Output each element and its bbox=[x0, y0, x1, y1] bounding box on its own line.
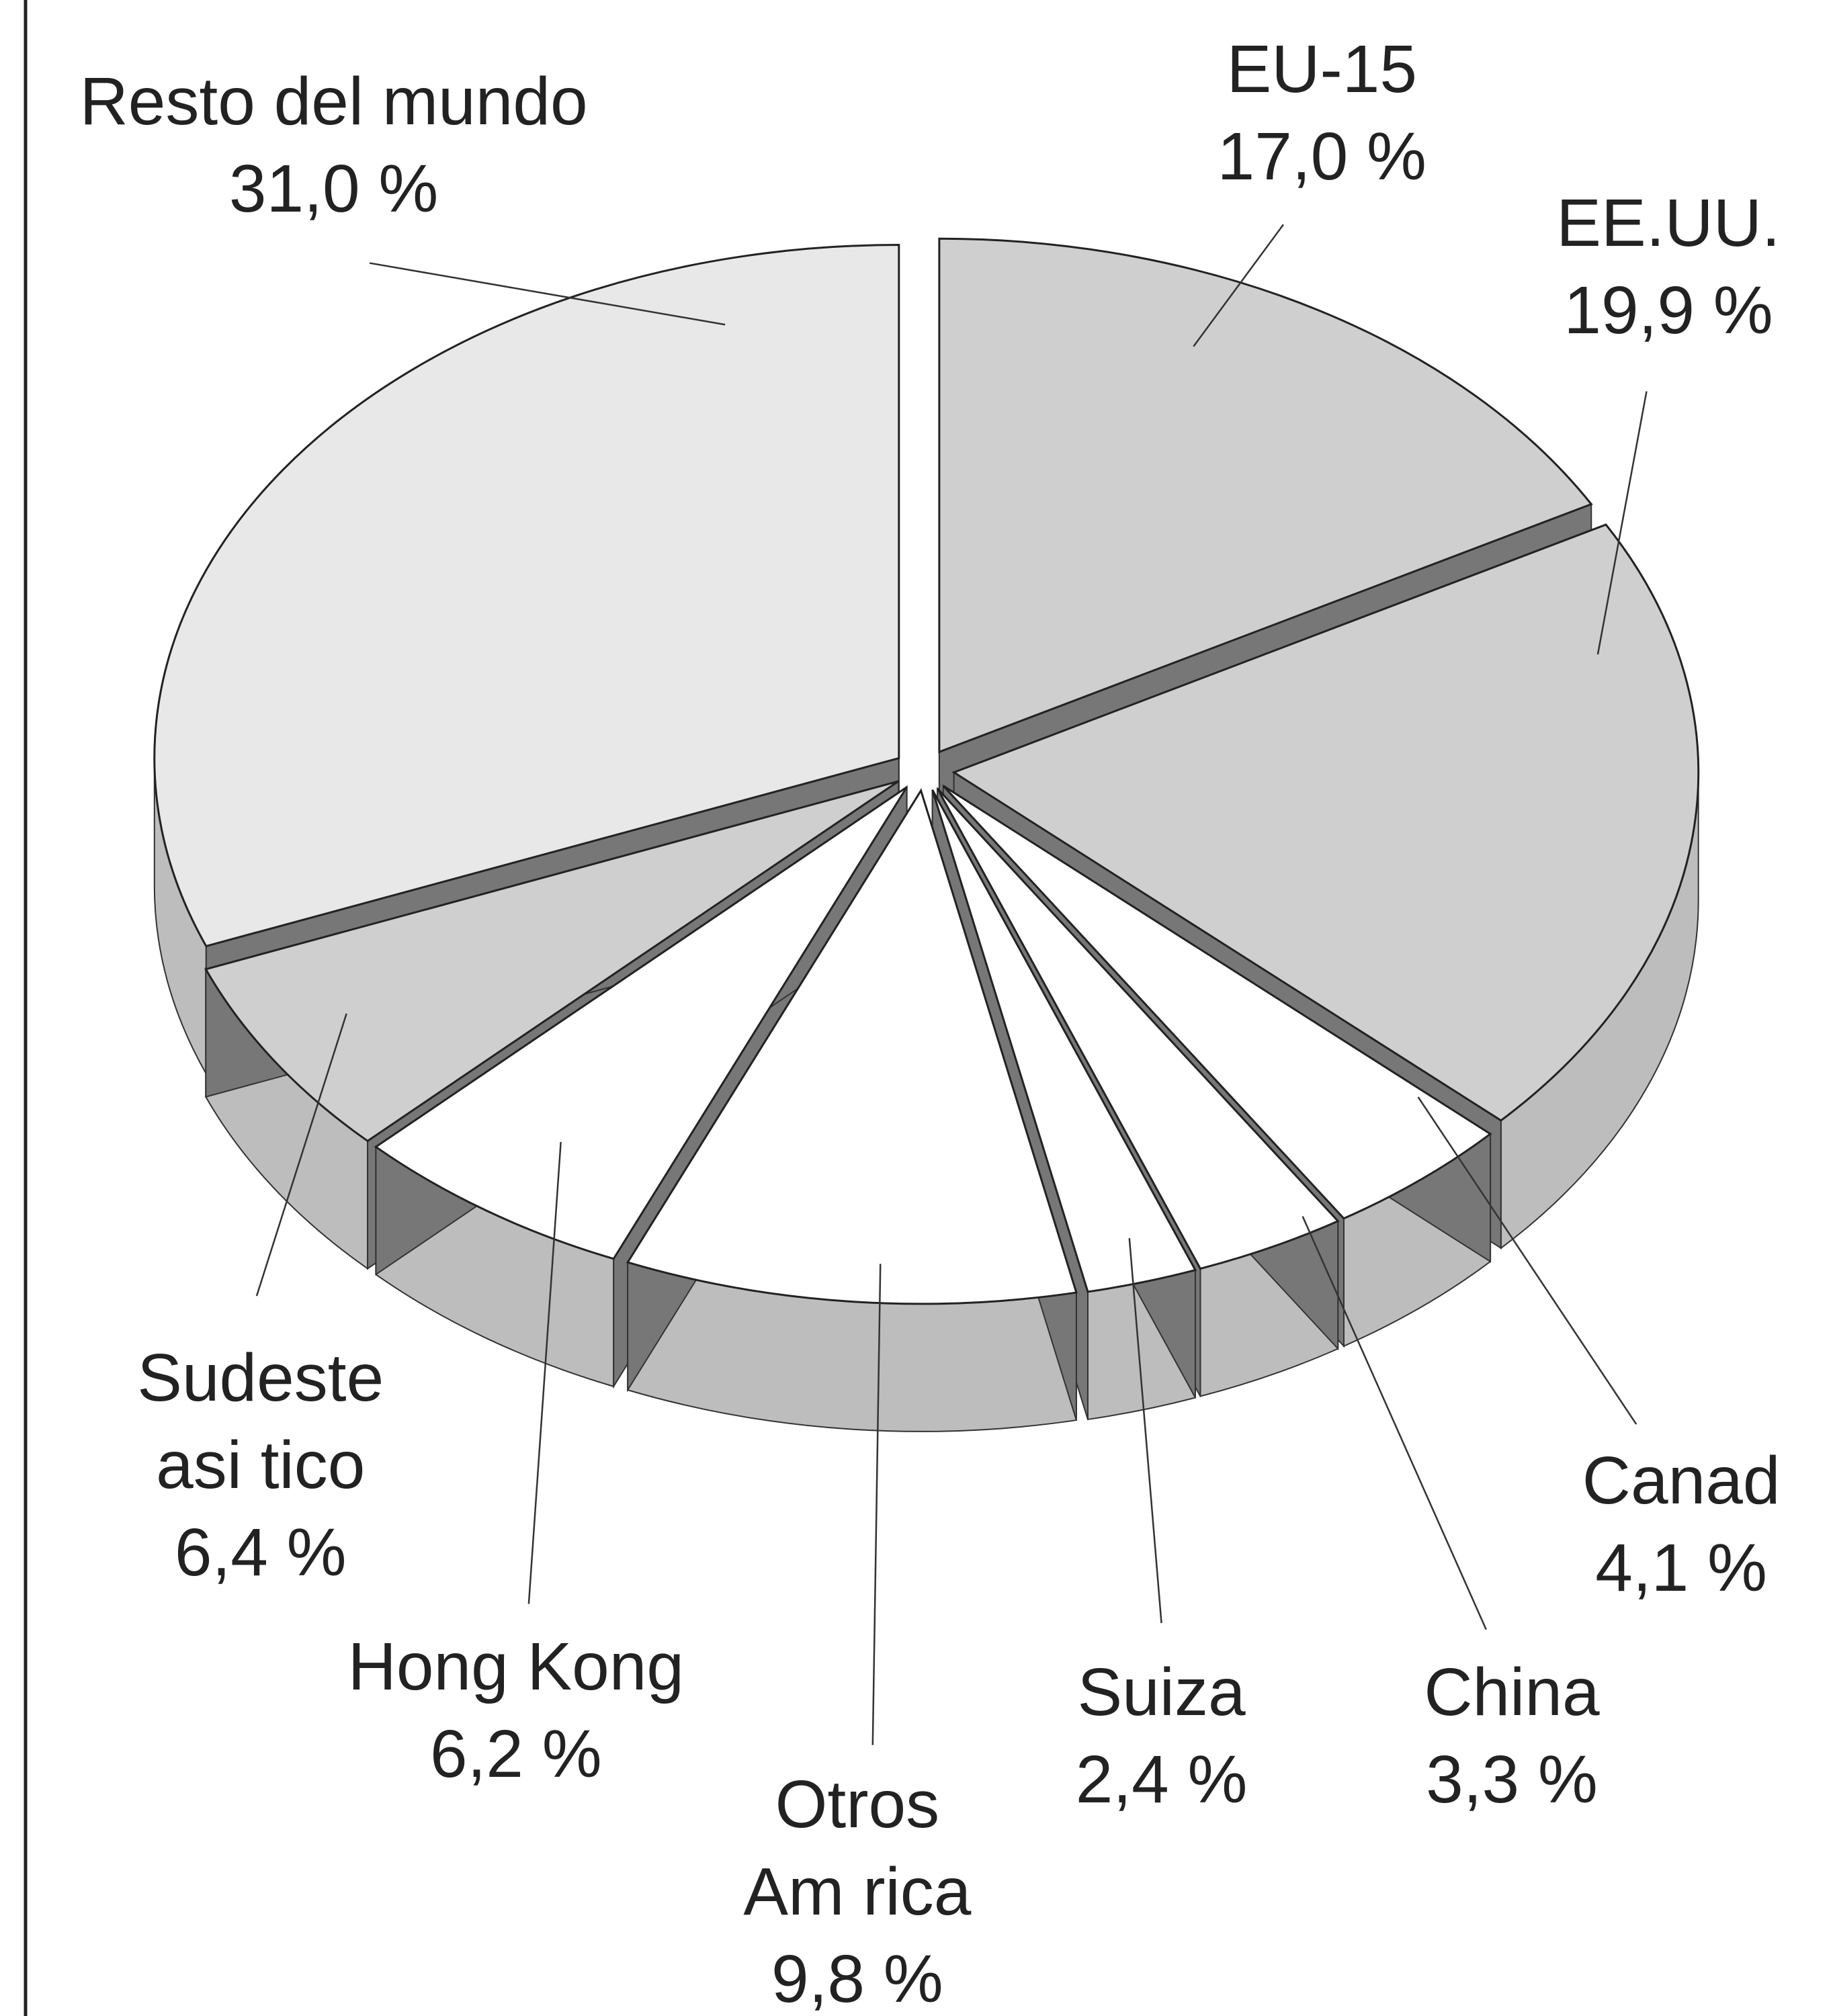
category-label: EU-15 bbox=[1226, 32, 1418, 107]
slice-label: Hong Kong 6,2 % bbox=[348, 1623, 684, 1798]
leader-line bbox=[369, 262, 726, 326]
slice-label: Canad 4,1 % bbox=[1582, 1437, 1781, 1612]
value-label: 2,4 % bbox=[1075, 1742, 1248, 1818]
slice bbox=[936, 787, 1340, 1270]
slice bbox=[942, 785, 1492, 1220]
slice bbox=[204, 780, 900, 1143]
value-label: 9,8 % bbox=[771, 1941, 943, 2016]
category-label: Sudeste asi tico bbox=[137, 1340, 384, 1503]
category-label: EE.UU. bbox=[1556, 185, 1781, 261]
slice-label: Otros Am rica 9,8 % bbox=[743, 1761, 971, 2016]
leader-line bbox=[871, 1264, 882, 1745]
value-label: 4,1 % bbox=[1595, 1530, 1767, 1606]
leader-line bbox=[1128, 1238, 1162, 1624]
slice bbox=[374, 786, 908, 1260]
slice-label: EE.UU. 19,9 % bbox=[1556, 179, 1780, 354]
leader-line bbox=[527, 1141, 562, 1604]
slice bbox=[951, 523, 1700, 1122]
category-label: Canad bbox=[1582, 1443, 1781, 1519]
slice bbox=[153, 244, 900, 948]
value-label: 31,0 % bbox=[228, 150, 439, 226]
category-label: China bbox=[1424, 1655, 1600, 1730]
leader-line bbox=[1302, 1216, 1487, 1630]
value-label: 6,4 % bbox=[174, 1515, 347, 1591]
leader-line bbox=[1193, 224, 1285, 347]
category-label: Suiza bbox=[1077, 1655, 1246, 1730]
slice bbox=[938, 237, 1593, 754]
slice-label: Sudeste asi tico 6,4 % bbox=[137, 1334, 384, 1596]
slice-label: EU-15 17,0 % bbox=[1218, 26, 1426, 200]
slice-label: Resto del mundo 31,0 % bbox=[80, 58, 588, 232]
category-label: Hong Kong bbox=[347, 1629, 685, 1705]
pie-tops bbox=[153, 237, 1700, 1305]
slice-label: China 3,3 % bbox=[1424, 1649, 1599, 1823]
leader-line bbox=[1417, 1096, 1637, 1425]
slice-label: Suiza 2,4 % bbox=[1076, 1649, 1248, 1823]
value-label: 19,9 % bbox=[1564, 273, 1773, 349]
leader-line bbox=[1596, 391, 1648, 655]
slice bbox=[931, 789, 1197, 1293]
slice bbox=[626, 788, 1078, 1305]
value-label: 6,2 % bbox=[429, 1716, 602, 1792]
category-label: Otros Am rica bbox=[743, 1766, 972, 1929]
category-label: Resto del mundo bbox=[79, 63, 588, 139]
leader-line bbox=[255, 1013, 347, 1297]
value-label: 17,0 % bbox=[1217, 119, 1426, 195]
value-label: 3,3 % bbox=[1426, 1742, 1598, 1818]
